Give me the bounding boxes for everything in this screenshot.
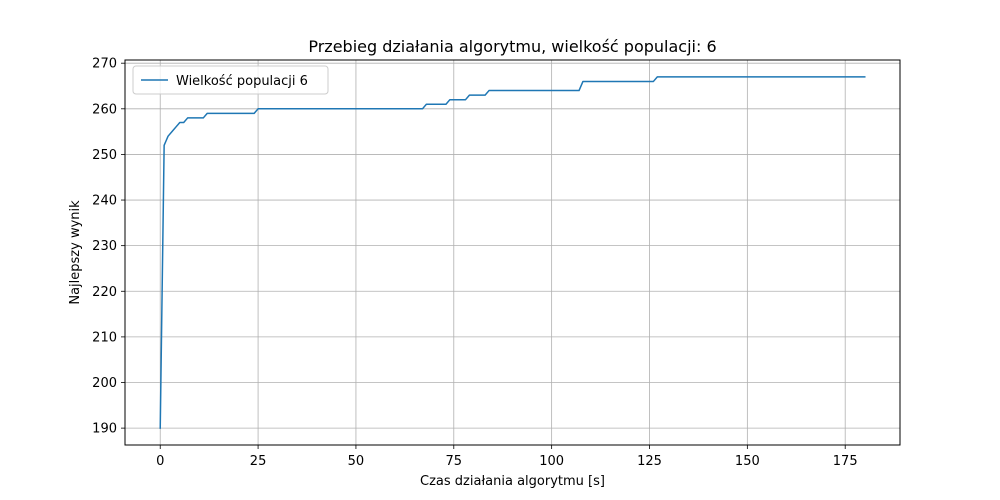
y-tick-label: 270 (92, 57, 117, 72)
series-layer (159, 76, 866, 429)
grid (125, 60, 900, 445)
x-tick-label: 25 (250, 454, 267, 469)
y-tick-label: 190 (92, 422, 117, 437)
x-tick-label: 0 (156, 454, 164, 469)
legend-entry-label: Wielkość populacji 6 (176, 74, 308, 89)
y-tick-label: 260 (92, 102, 117, 117)
x-tick-label: 50 (348, 454, 365, 469)
x-tick-label: 175 (833, 454, 858, 469)
legend-box (132, 65, 329, 95)
x-tick-label: 150 (735, 454, 760, 469)
x-tick-label: 100 (539, 454, 564, 469)
y-tick-label: 220 (92, 285, 117, 300)
legend: Wielkość populacji 6 (132, 65, 329, 95)
x-tick-label: 125 (637, 454, 662, 469)
axes-frame (124, 59, 901, 446)
y-tick-label: 210 (92, 330, 117, 345)
y-tick-label: 240 (92, 194, 117, 209)
x-axis-label: Czas działania algorytmu [s] (420, 474, 605, 489)
y-tick-label: 230 (92, 239, 117, 254)
x-axis-ticks: 0 25 50 75 100 125 150 175 (156, 445, 858, 469)
series-line (159, 76, 866, 429)
x-tick-label: 75 (446, 454, 463, 469)
chart-title: Przebieg działania algorytmu, wielkość p… (308, 37, 716, 56)
y-axis-ticks: 190 200 210 220 230 240 250 260 270 (92, 57, 125, 437)
y-tick-label: 200 (92, 376, 117, 391)
y-axis-label: Najlepszy wynik (68, 200, 83, 305)
y-tick-label: 250 (92, 148, 117, 163)
